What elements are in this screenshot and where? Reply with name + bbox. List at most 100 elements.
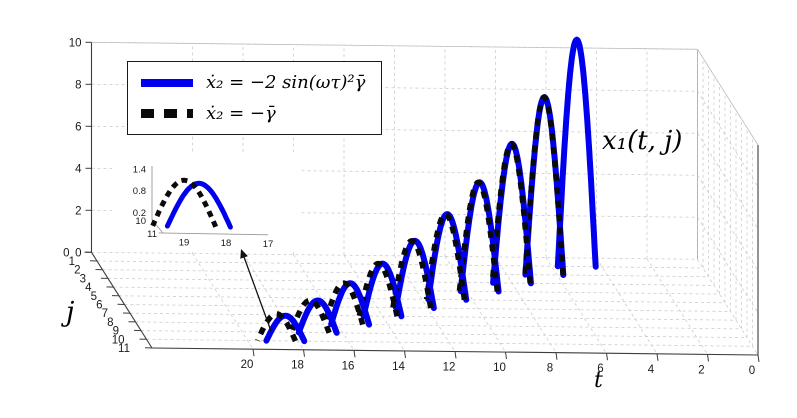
tick-marks <box>84 41 760 363</box>
top-right-edge <box>697 49 759 146</box>
j-tick-label: 10 <box>112 334 125 346</box>
z-tick-label: 0 <box>75 247 81 259</box>
inset-t-tick-label: 19 <box>179 237 190 248</box>
t-tick <box>404 350 406 358</box>
j-tick-label: 0 <box>63 247 69 259</box>
backwall-grid-z <box>91 83 698 92</box>
floor-grid-t <box>192 253 254 350</box>
j-tick-label: 4 <box>85 282 92 294</box>
t-tick-label: 12 <box>443 362 456 374</box>
floor-grid-j <box>96 260 704 269</box>
inset-arc-dashed <box>150 177 219 228</box>
t-tick <box>606 353 608 361</box>
t-tick-label: 20 <box>241 359 254 371</box>
t-tick <box>353 350 356 358</box>
arc-dashed <box>456 179 501 292</box>
zoom-arrow-line <box>243 256 272 332</box>
backwall-grid-z <box>91 209 698 218</box>
arc-solid <box>328 280 373 328</box>
t-axis-label: t <box>594 368 603 393</box>
t-tick <box>303 349 305 357</box>
t-tick <box>656 353 659 361</box>
t-tick-label: 2 <box>698 364 704 376</box>
t-tick-label: 10 <box>493 362 506 374</box>
floor-grid-t <box>697 259 759 356</box>
rightwall-grid-z <box>697 91 759 188</box>
t-tick-label: 8 <box>547 363 553 375</box>
t-tick <box>757 354 760 363</box>
inset-t-tick-label: 18 <box>221 238 232 249</box>
arc-dashed <box>522 94 566 276</box>
zoom-arrow <box>240 249 272 332</box>
legend-label-dashed: ẋ₂ = −γ̄ <box>206 103 276 124</box>
j-tick-label: 2 <box>74 265 80 277</box>
top-back-edge <box>91 41 698 50</box>
floor-grid-t <box>343 254 405 352</box>
j-axis-label: j <box>66 297 75 328</box>
floor-grid-t <box>545 257 607 354</box>
j-tick-label: 3 <box>80 273 86 285</box>
t-tick-label: 14 <box>392 361 405 373</box>
backwall-grid-z <box>91 167 698 176</box>
j-tick-label: 5 <box>91 291 97 303</box>
z-tick-label: 4 <box>75 163 82 175</box>
z-tick-label: 6 <box>75 121 81 133</box>
arc-dashed <box>390 238 434 309</box>
t-tick-label: 18 <box>291 360 304 372</box>
hybrid-arcs <box>255 36 599 345</box>
t-tick <box>252 349 255 357</box>
inset-j-tick-label: 11 <box>147 229 157 240</box>
legend-label-solid: ẋ₂ = −2 sin(ωτ)²γ̄ <box>206 72 366 93</box>
arc-dashed <box>423 211 468 301</box>
legend-entry-solid: ẋ₂ = −2 sin(ωτ)²γ̄ <box>141 72 365 93</box>
floor-grid-t <box>495 256 557 353</box>
inset-z-tick-label: 0.8 <box>133 186 146 197</box>
z-tick-label: 8 <box>75 79 81 91</box>
inset-j-tick-label: 10 <box>135 216 146 227</box>
rightwall-grid-z <box>697 133 759 230</box>
z-tick-label: 2 <box>75 205 81 217</box>
legend-box: ẋ₂ = −2 sin(ωτ)²γ̄ ẋ₂ = −γ̄ <box>127 61 383 135</box>
curve-annotation: x₁(t, j) <box>602 126 683 156</box>
arc-dashed <box>489 141 533 284</box>
t-tick <box>707 354 709 362</box>
arc-dashed <box>288 297 332 334</box>
inset-arc-solid <box>164 180 233 230</box>
arc-solid <box>295 297 340 336</box>
floor-grid-j <box>118 295 726 304</box>
inset-t-axis-line <box>158 232 269 236</box>
z-tick-label: 10 <box>69 37 82 49</box>
t-tick-label: 0 <box>749 365 755 377</box>
legend-swatch-dashed-line <box>141 109 193 118</box>
floor-grid-t <box>596 257 658 355</box>
floor-grid-t <box>646 258 708 355</box>
j-tick-label: 6 <box>96 300 102 312</box>
arc-solid <box>263 312 308 345</box>
j-axis-line <box>91 252 153 349</box>
backwall-grid-z <box>91 125 698 134</box>
rightwall-grid-z <box>697 175 759 272</box>
zoom-arrow-head <box>240 249 248 259</box>
floor-grid-j <box>135 321 742 330</box>
arc-solid <box>554 36 599 270</box>
inset-t-tick-label: 17 <box>263 239 274 250</box>
floor-grid-t <box>444 256 506 353</box>
legend-entry-dashed: ẋ₂ = −γ̄ <box>141 103 365 124</box>
j-tick-label: 1 <box>69 256 75 268</box>
legend-swatch-solid-line <box>141 78 193 87</box>
rightwall-grid-z <box>697 217 759 314</box>
j-tick-label: 11 <box>118 343 130 355</box>
arc-dashed <box>356 260 400 317</box>
t-tick <box>505 351 507 360</box>
j-tick-label: 7 <box>102 308 108 320</box>
arc-dashed <box>322 280 366 326</box>
t-tick-label: 6 <box>597 363 603 375</box>
t-tick-label: 4 <box>648 364 655 376</box>
j-tick-label: 9 <box>113 326 119 338</box>
inset-z-tick-label: 1.4 <box>133 165 146 176</box>
t-tick <box>555 352 558 360</box>
floor-grid-j <box>113 286 720 295</box>
